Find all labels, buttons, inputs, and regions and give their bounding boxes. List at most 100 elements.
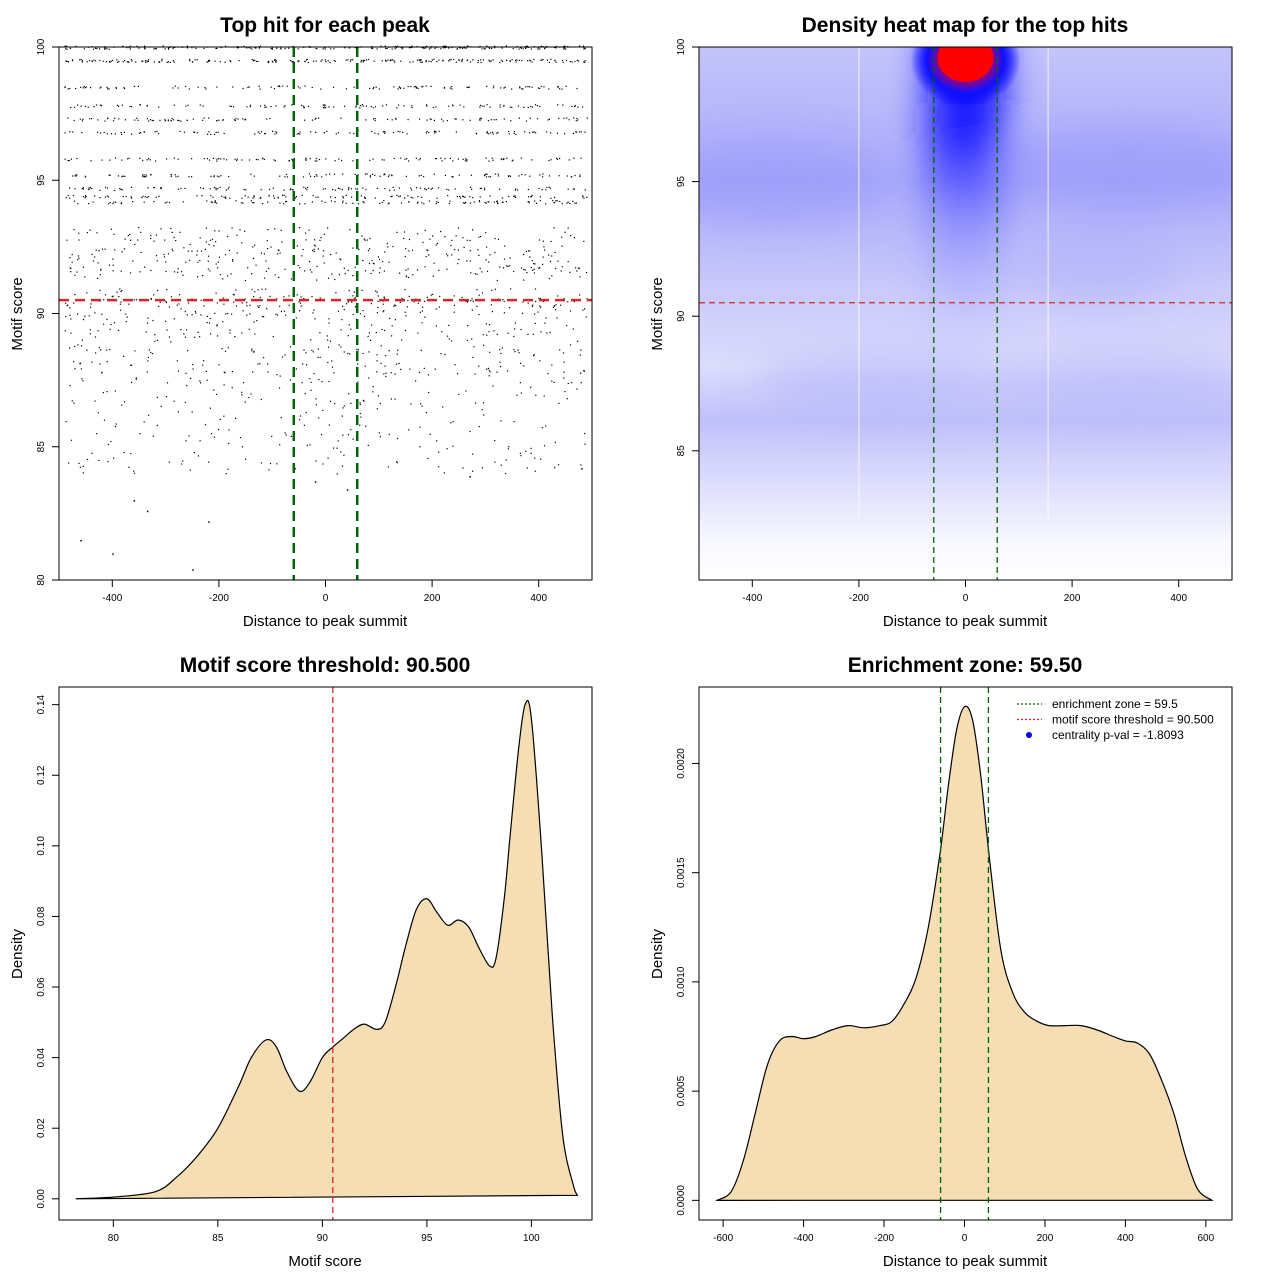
scatter-point xyxy=(280,417,282,419)
scatter-point xyxy=(397,88,399,90)
scatter-point xyxy=(534,470,536,472)
scatter-point xyxy=(303,186,305,188)
scatter-point xyxy=(489,106,491,108)
scatter-point xyxy=(417,302,419,304)
scatter-point xyxy=(124,175,126,177)
scatter-point xyxy=(108,174,110,176)
scatter-point xyxy=(369,175,371,177)
scatter-point xyxy=(496,201,498,203)
scatter-point xyxy=(112,258,114,260)
scatter-point xyxy=(329,173,331,175)
scatter-point xyxy=(99,48,101,50)
scatter-point xyxy=(490,60,492,62)
scatter-point xyxy=(345,194,347,196)
scatter-point xyxy=(237,47,239,49)
scatter-point xyxy=(289,189,291,191)
scatter-point xyxy=(99,197,101,199)
scatter-point xyxy=(117,61,119,63)
scatter-point xyxy=(271,47,273,49)
scatter-point xyxy=(74,368,76,370)
scatter-point xyxy=(208,59,210,61)
scatter-point xyxy=(183,247,185,249)
scatter-point xyxy=(508,133,510,135)
scatter-point xyxy=(398,86,400,88)
scatter-point xyxy=(202,119,204,121)
scatter-point xyxy=(173,119,175,121)
scatter-point xyxy=(108,88,110,90)
scatter-point xyxy=(373,60,375,62)
scatter-point xyxy=(241,197,243,199)
scatter-point xyxy=(513,335,515,338)
scatter-point xyxy=(329,196,332,198)
scatter-point xyxy=(565,85,567,87)
scatter-point xyxy=(582,196,584,198)
scatter-point xyxy=(283,106,285,108)
scatter-point xyxy=(260,462,262,464)
scatter-point xyxy=(304,85,306,87)
scatter-point xyxy=(244,195,246,197)
scatter-point xyxy=(253,296,255,298)
scatter-point xyxy=(503,105,505,107)
scatter-point xyxy=(327,457,329,459)
scatter-point xyxy=(185,85,187,88)
scatter-point xyxy=(524,269,526,271)
scatter-point xyxy=(553,227,555,229)
scatter-point xyxy=(477,61,479,64)
scatter-point xyxy=(124,401,126,403)
scatter-point xyxy=(407,300,409,302)
scatter-point xyxy=(163,256,166,258)
scatter-point xyxy=(447,255,449,257)
scatter-point xyxy=(254,291,256,293)
scatter-point xyxy=(441,331,443,333)
scatter-point xyxy=(584,189,586,191)
scatter-point xyxy=(382,105,384,107)
scatter-point xyxy=(318,379,320,381)
scatter-point xyxy=(569,310,572,312)
scatter-point xyxy=(332,189,334,191)
scatter-point xyxy=(422,85,424,88)
scatter-point xyxy=(116,104,119,106)
scatter-point xyxy=(500,158,502,160)
scatter-point xyxy=(459,197,462,199)
scatter-point xyxy=(328,106,330,108)
scatter-point xyxy=(331,360,333,362)
scatter-point xyxy=(384,298,386,300)
legend-label: enrichment zone = 59.5 xyxy=(1052,697,1178,711)
scatter-point xyxy=(342,195,344,198)
scatter-point xyxy=(88,189,90,191)
scatter-point xyxy=(483,175,486,177)
scatter-point xyxy=(579,276,581,278)
scatter-point xyxy=(285,314,287,316)
scatter-point xyxy=(106,349,108,351)
scatter-point xyxy=(566,325,568,327)
scatter-point xyxy=(494,45,496,47)
scatter-point xyxy=(563,371,565,373)
scatter-point xyxy=(67,160,69,162)
scatter-point xyxy=(494,461,496,463)
scatter-point xyxy=(419,118,421,120)
scatter-point xyxy=(208,243,210,246)
scatter-point xyxy=(506,59,508,61)
scatter-point xyxy=(519,86,521,88)
scatter-point xyxy=(521,88,523,90)
scatter-point xyxy=(268,469,270,471)
scatter-point xyxy=(466,239,468,241)
scatter-point xyxy=(77,313,79,315)
scatter-point xyxy=(224,61,226,63)
scatter-point xyxy=(353,86,355,88)
scatter-point xyxy=(351,196,353,198)
scatter-point xyxy=(215,189,217,191)
scatter-point xyxy=(574,175,576,177)
scatter-point xyxy=(85,86,87,88)
scatter-point xyxy=(466,59,468,61)
scatter-point xyxy=(567,201,569,203)
scatter-point xyxy=(481,48,483,50)
scatter-point xyxy=(320,236,322,239)
scatter-point xyxy=(330,200,332,202)
scatter-point xyxy=(489,351,491,353)
scatter-point xyxy=(451,86,453,88)
scatter-point xyxy=(573,117,575,119)
scatter-point xyxy=(279,444,281,446)
scatter-point xyxy=(200,382,202,384)
scatter-point xyxy=(103,131,105,134)
